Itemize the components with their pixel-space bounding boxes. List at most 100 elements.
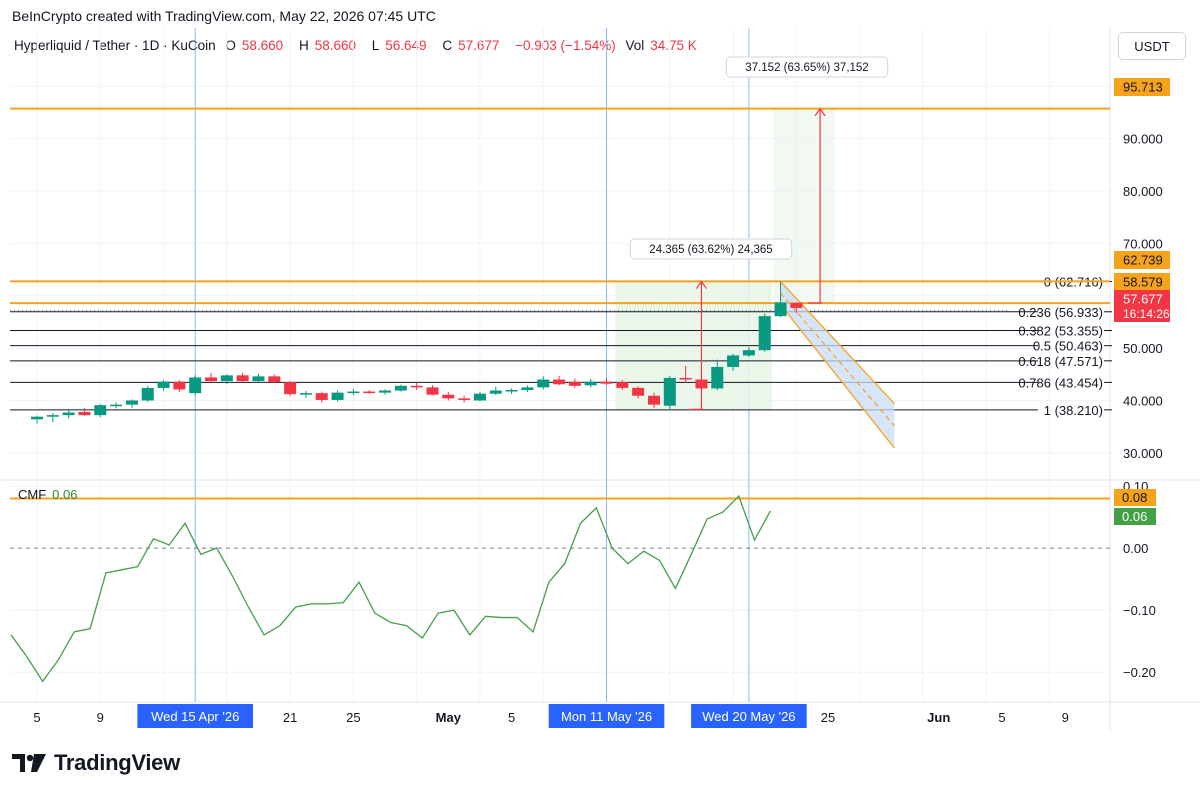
time-highlight-label: Mon 11 May '26 — [561, 709, 652, 724]
time-highlight-label: Wed 15 Apr '26 — [151, 709, 239, 724]
fib-level-label: 0.236 (56.933) — [1018, 305, 1103, 320]
price-tick-label: 80.000 — [1123, 184, 1163, 199]
candle-body — [473, 393, 486, 401]
time-highlight-label: Wed 20 May '26 — [702, 709, 795, 724]
candle-body — [774, 302, 787, 317]
measure-label-small: 24.365 (63.62%) 24,365 — [649, 244, 772, 256]
candle-body — [505, 390, 518, 392]
price-badge-label: 57.677 — [1123, 292, 1163, 307]
candle-body — [236, 375, 249, 382]
candle-body — [331, 392, 344, 400]
price-tick-label: 30.000 — [1123, 446, 1163, 461]
time-tick-label: 5 — [508, 710, 515, 725]
cmf-badge-label: 0.08 — [1122, 490, 1147, 505]
candle-body — [442, 394, 455, 399]
time-tick-label: 25 — [346, 710, 360, 725]
candle-body — [537, 379, 550, 388]
time-highlight-badge — [548, 704, 665, 728]
candle-body — [110, 404, 123, 407]
fib-level-label: 0.786 (43.454) — [1018, 375, 1103, 390]
candle-body — [220, 375, 233, 382]
volume: Vol 34.75 K — [625, 38, 702, 53]
currency-button[interactable]: USDT — [1118, 32, 1186, 60]
price-badge — [1114, 273, 1170, 291]
low-label: L — [371, 38, 380, 53]
volume-label: Vol — [625, 38, 645, 53]
candle-body — [600, 381, 613, 384]
candle-body — [426, 387, 439, 395]
time-tick-label: May — [436, 710, 462, 725]
candle-body — [647, 395, 660, 405]
price-badge-countdown: 16:14:26 — [1123, 307, 1170, 321]
candle-body — [252, 376, 265, 382]
price-chart[interactable]: 100.00090.00080.00070.00060.00050.00040.… — [0, 0, 1200, 740]
cmf-legend-value: 0.06 — [52, 487, 78, 502]
descending-channel-fill — [780, 281, 895, 449]
time-highlight-badge — [137, 704, 253, 728]
price-badge-label: 95.713 — [1123, 80, 1163, 95]
fib-level-label: 1 (38.210) — [1044, 403, 1103, 418]
price-badge-label: 62.739 — [1123, 253, 1163, 268]
candle-body — [173, 381, 186, 390]
candle-body — [46, 415, 59, 417]
price-badge — [1114, 251, 1170, 269]
candle-body — [379, 390, 392, 393]
cmf-badge — [1114, 489, 1156, 506]
time-tick-label: 21 — [283, 710, 297, 725]
candle-body — [410, 385, 423, 388]
fib-level-label: 0.5 (50.463) — [1033, 339, 1103, 354]
candle-body — [141, 387, 154, 401]
price-badge — [1114, 78, 1170, 96]
tradingview-logo-icon — [12, 754, 46, 772]
candle-body — [363, 391, 376, 394]
price-tick-label: 50.000 — [1123, 341, 1163, 356]
time-tick-label: 9 — [1062, 710, 1069, 725]
high-value: 58.660 — [314, 38, 356, 53]
candle-body — [94, 405, 107, 416]
candle-body — [284, 382, 297, 395]
time-tick-label: 5 — [33, 710, 40, 725]
cmf-tick-label: −0.20 — [1123, 665, 1156, 680]
candle-body — [584, 381, 597, 386]
ohlc-close: C 57.677 — [442, 38, 505, 53]
channel-lower-line — [780, 304, 895, 449]
cmf-label: CMF — [18, 487, 47, 502]
ohlc-high: H 58.660 — [299, 38, 362, 53]
candle-body — [189, 377, 202, 394]
candle-body — [727, 355, 740, 367]
candle-body — [489, 390, 502, 394]
candle-body — [632, 387, 645, 396]
time-highlight-badge — [691, 704, 807, 728]
open-value: 58.660 — [241, 38, 284, 53]
candle-body — [157, 381, 170, 388]
candle-body — [679, 377, 692, 380]
fib-level-label: 0.618 (47.571) — [1018, 354, 1103, 369]
high-label: H — [298, 38, 309, 53]
open-label: O — [225, 38, 236, 53]
candle-body — [125, 400, 138, 405]
candle-body — [568, 381, 581, 386]
price-tick-label: 90.000 — [1123, 132, 1163, 147]
symbol-header: Hyperliquid / Tether · 1D · KuCoin O 58.6… — [14, 38, 709, 53]
ohlc-open: O 58.660 — [225, 38, 289, 53]
cmf-legend: CMF 0.06 — [18, 487, 77, 502]
cmf-line — [10, 494, 771, 683]
measure-label-big: 37.152 (63.65%) 37,152 — [745, 62, 868, 74]
candle-body — [711, 366, 724, 389]
price-change: −0.903 (−1.54%) — [515, 38, 616, 53]
candle-body — [205, 377, 218, 382]
candle-body — [299, 393, 312, 395]
channel-upper-line — [780, 281, 895, 405]
close-value: 57.677 — [458, 38, 500, 53]
candle-body — [78, 412, 91, 416]
candle-body — [790, 302, 803, 308]
candle-body — [347, 391, 360, 394]
candle-body — [315, 393, 328, 400]
candle-body — [616, 382, 629, 388]
candle-body — [31, 416, 43, 420]
time-tick-label: Jun — [927, 710, 950, 725]
measure-label-big-box — [725, 56, 889, 78]
symbol-title[interactable]: Hyperliquid / Tether · 1D · KuCoin — [14, 38, 216, 53]
fib-level-label: 0.382 (53.355) — [1018, 324, 1103, 339]
candle-body — [758, 316, 771, 351]
